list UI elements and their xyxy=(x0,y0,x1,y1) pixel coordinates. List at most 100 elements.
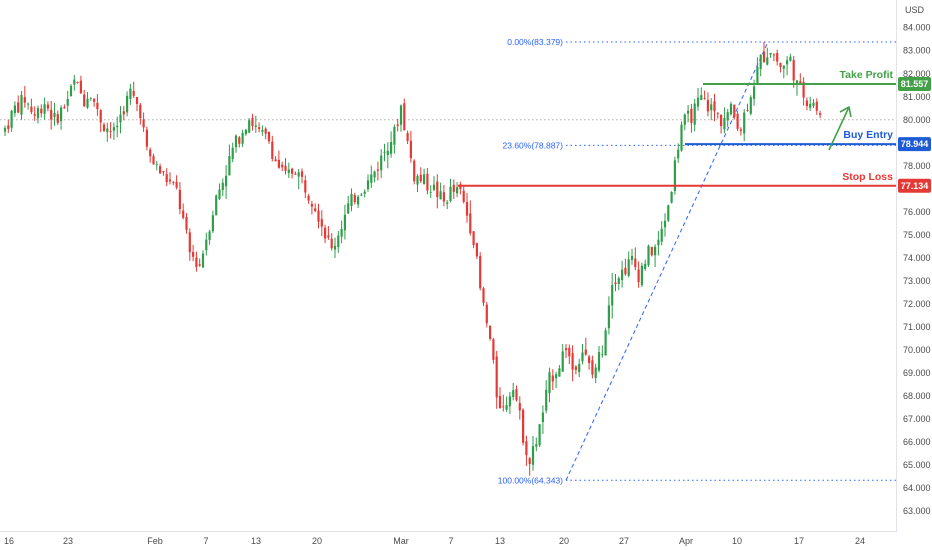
candle xyxy=(10,110,13,132)
candle xyxy=(492,337,495,364)
candle-body xyxy=(89,97,92,99)
candle-body xyxy=(432,184,436,190)
candle-body xyxy=(274,159,277,162)
candle-body xyxy=(746,110,749,111)
candle xyxy=(621,260,624,288)
candle xyxy=(769,52,772,59)
candle xyxy=(432,176,436,192)
candle xyxy=(650,246,653,257)
candle-body xyxy=(789,56,792,61)
candle-body xyxy=(637,269,640,282)
candle xyxy=(46,101,49,112)
candle-body xyxy=(439,191,442,200)
candle-body xyxy=(469,213,472,234)
candle xyxy=(482,286,485,307)
candle-body xyxy=(238,137,241,144)
candle-body xyxy=(561,351,564,372)
candle xyxy=(555,371,558,389)
candle-body xyxy=(551,375,554,382)
candle xyxy=(195,251,198,272)
candle xyxy=(535,437,538,452)
candle-body xyxy=(211,215,214,232)
candle-body xyxy=(733,104,736,118)
level-name: Buy Entry xyxy=(843,129,893,141)
candle xyxy=(578,358,581,378)
candle xyxy=(363,189,366,198)
candle-body xyxy=(594,367,597,378)
candle xyxy=(627,251,630,278)
candle xyxy=(505,396,508,412)
candle xyxy=(574,365,577,375)
candle xyxy=(132,81,135,99)
candle-body xyxy=(772,54,775,56)
candle-body xyxy=(337,235,340,248)
candle-body xyxy=(343,214,346,231)
candle xyxy=(129,83,132,105)
price-tick-label: 75.000 xyxy=(903,230,931,240)
fib-label: 100.00%(64.343) xyxy=(498,475,563,485)
candle-body xyxy=(393,126,396,145)
candle-body xyxy=(172,182,175,183)
candle xyxy=(149,147,152,163)
candle-body xyxy=(640,265,643,285)
time-tick-label: 17 xyxy=(794,536,804,546)
fib-label: 0.00%(83.379) xyxy=(507,37,563,47)
candle xyxy=(50,100,53,130)
candle xyxy=(591,355,594,379)
candle xyxy=(413,159,416,185)
candle-body xyxy=(634,258,637,268)
candle xyxy=(291,167,294,179)
candle xyxy=(667,204,670,223)
candle xyxy=(819,110,822,119)
candle-body xyxy=(198,264,201,266)
candle-body xyxy=(650,247,653,256)
candle xyxy=(597,346,601,373)
candle xyxy=(720,114,723,134)
candle-body xyxy=(119,114,122,123)
price-tick-label: 78.000 xyxy=(903,161,931,171)
candle-body xyxy=(73,79,76,85)
candle xyxy=(56,110,59,126)
candle xyxy=(815,98,818,115)
candle xyxy=(706,92,709,117)
candle-body xyxy=(660,228,663,242)
candle-body xyxy=(687,110,690,114)
time-tick-label: 24 xyxy=(855,536,865,546)
candle-body xyxy=(696,97,700,107)
time-axis[interactable]: 16 23 Feb 7 13 20 Mar 7 13 20 27 Apr 10 17 24 xyxy=(4,536,865,546)
candle-body xyxy=(66,99,69,106)
candle-body xyxy=(218,189,221,199)
candle xyxy=(406,130,409,145)
candle-body xyxy=(281,164,284,168)
candle xyxy=(710,98,713,121)
candle xyxy=(670,191,673,204)
candle-body xyxy=(86,98,89,108)
candle xyxy=(307,193,310,204)
candle xyxy=(766,47,769,66)
candle-body xyxy=(27,103,30,105)
candle xyxy=(300,168,304,184)
candle-body xyxy=(185,217,188,230)
price-tag-box xyxy=(898,137,931,152)
candle-body xyxy=(541,412,544,423)
candle xyxy=(182,203,185,220)
time-tick-label: 16 xyxy=(4,536,14,546)
candle xyxy=(13,101,16,117)
price-tick-label: 69.000 xyxy=(903,368,931,378)
candle-body xyxy=(611,285,614,306)
candle-body xyxy=(330,238,333,249)
candle-body xyxy=(36,108,40,119)
time-tick-label: 10 xyxy=(732,536,742,546)
candle xyxy=(383,143,386,162)
candle xyxy=(277,150,280,169)
candle xyxy=(370,165,373,188)
candle xyxy=(366,174,370,192)
candle-body xyxy=(254,125,257,127)
candle xyxy=(145,126,148,151)
candle-body xyxy=(479,256,482,289)
candle xyxy=(225,165,228,199)
candle-body xyxy=(231,147,234,160)
candle xyxy=(238,135,241,148)
candle-body xyxy=(743,112,746,134)
candle-body xyxy=(399,105,403,125)
